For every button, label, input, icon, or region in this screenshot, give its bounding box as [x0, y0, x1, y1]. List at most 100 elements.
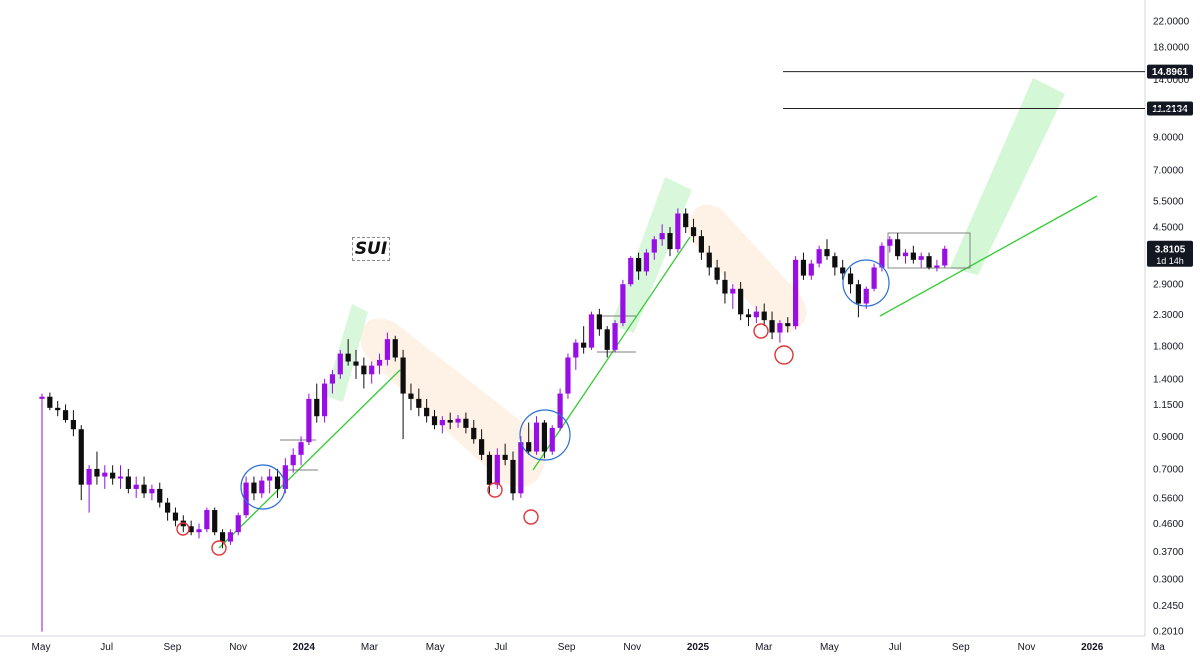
x-tick-label: Sep — [558, 642, 576, 653]
price-levels-layer: 14.8961 11.2134 — [783, 64, 1193, 116]
candle — [549, 425, 555, 455]
candle-body — [447, 419, 453, 423]
y-tick-label: 0.3700 — [1153, 547, 1184, 558]
y-tick-label: 0.7000 — [1153, 464, 1184, 475]
candle — [431, 410, 438, 430]
candle — [39, 393, 45, 632]
candle — [510, 451, 516, 501]
candle-body — [847, 273, 854, 285]
candle — [439, 416, 445, 434]
candle — [588, 311, 595, 350]
x-tick-label: Ma — [1151, 642, 1165, 653]
candle — [612, 320, 618, 353]
candle — [706, 245, 712, 276]
markers-layer — [176, 259, 890, 556]
candle — [840, 259, 846, 280]
candle-body — [526, 442, 532, 452]
y-tick-label: 7.0000 — [1153, 165, 1184, 176]
candle-body — [125, 476, 131, 489]
candle-body — [424, 407, 430, 417]
candle-body — [274, 476, 281, 489]
candle — [322, 378, 328, 423]
candle — [800, 252, 807, 280]
candle-body — [690, 227, 697, 237]
candle — [267, 468, 273, 494]
candle — [55, 401, 61, 417]
candle — [204, 507, 210, 533]
candle — [86, 465, 92, 513]
candle — [471, 419, 477, 444]
price-level-value: 11.2134 — [1152, 104, 1188, 115]
candle-body — [706, 252, 712, 268]
candle-body — [141, 484, 147, 494]
y-tick-label: 0.3000 — [1153, 574, 1184, 585]
y-tick-label: 2.3000 — [1153, 310, 1184, 321]
candle — [463, 412, 469, 434]
x-tick-label: May — [820, 642, 839, 653]
candle-body — [722, 279, 728, 294]
candle-body — [463, 418, 469, 428]
candle — [133, 476, 139, 498]
candle-body — [369, 365, 375, 375]
candle — [361, 357, 367, 389]
candle-body — [604, 329, 610, 350]
candle — [494, 448, 500, 489]
candle-body — [871, 267, 877, 289]
candle — [604, 326, 610, 358]
correction-shade-2024 — [360, 318, 546, 488]
candle — [94, 451, 100, 485]
candle-body — [337, 353, 343, 375]
candle — [777, 320, 783, 343]
candle-body — [761, 311, 767, 321]
candle-body — [667, 233, 673, 250]
candle — [314, 383, 320, 423]
candle-body — [793, 259, 799, 327]
x-tick-label: May — [426, 642, 445, 653]
candle-body — [785, 323, 791, 327]
candle — [345, 339, 351, 366]
current-price-tag — [1147, 240, 1193, 267]
candle — [832, 252, 838, 276]
candle-body — [329, 374, 336, 384]
candle-body — [110, 472, 116, 479]
candle — [745, 308, 752, 327]
candle-body — [416, 398, 422, 408]
candle — [337, 349, 343, 379]
candle-body — [243, 482, 249, 516]
candle — [769, 311, 775, 340]
y-tick-label: 0.4600 — [1153, 519, 1184, 530]
candle — [620, 279, 626, 327]
breakout-circle-3 — [842, 259, 890, 307]
candle — [785, 317, 791, 333]
candle — [259, 476, 265, 498]
candle — [690, 218, 697, 243]
candle-body — [314, 398, 320, 417]
candle — [157, 482, 163, 508]
candle — [887, 236, 893, 253]
candle-body — [431, 416, 438, 426]
price-level: 14.8961 — [783, 64, 1193, 79]
candle — [188, 520, 194, 536]
x-tick-label: Sep — [952, 642, 970, 653]
candle-body — [376, 359, 383, 366]
candle — [557, 388, 563, 431]
candle — [636, 252, 642, 280]
candle — [871, 263, 877, 292]
candle — [683, 208, 689, 234]
candle — [698, 230, 704, 260]
candle-body — [471, 427, 477, 440]
candle-body — [408, 393, 414, 399]
candle-body — [832, 256, 838, 268]
candle — [863, 286, 869, 309]
candle — [753, 306, 759, 324]
candle-body — [628, 257, 634, 285]
candle — [306, 393, 312, 446]
candle-body — [267, 476, 273, 481]
candle-body — [902, 252, 909, 257]
candle — [455, 414, 461, 428]
candle — [738, 282, 744, 321]
candle — [62, 404, 69, 423]
candle — [47, 392, 53, 411]
